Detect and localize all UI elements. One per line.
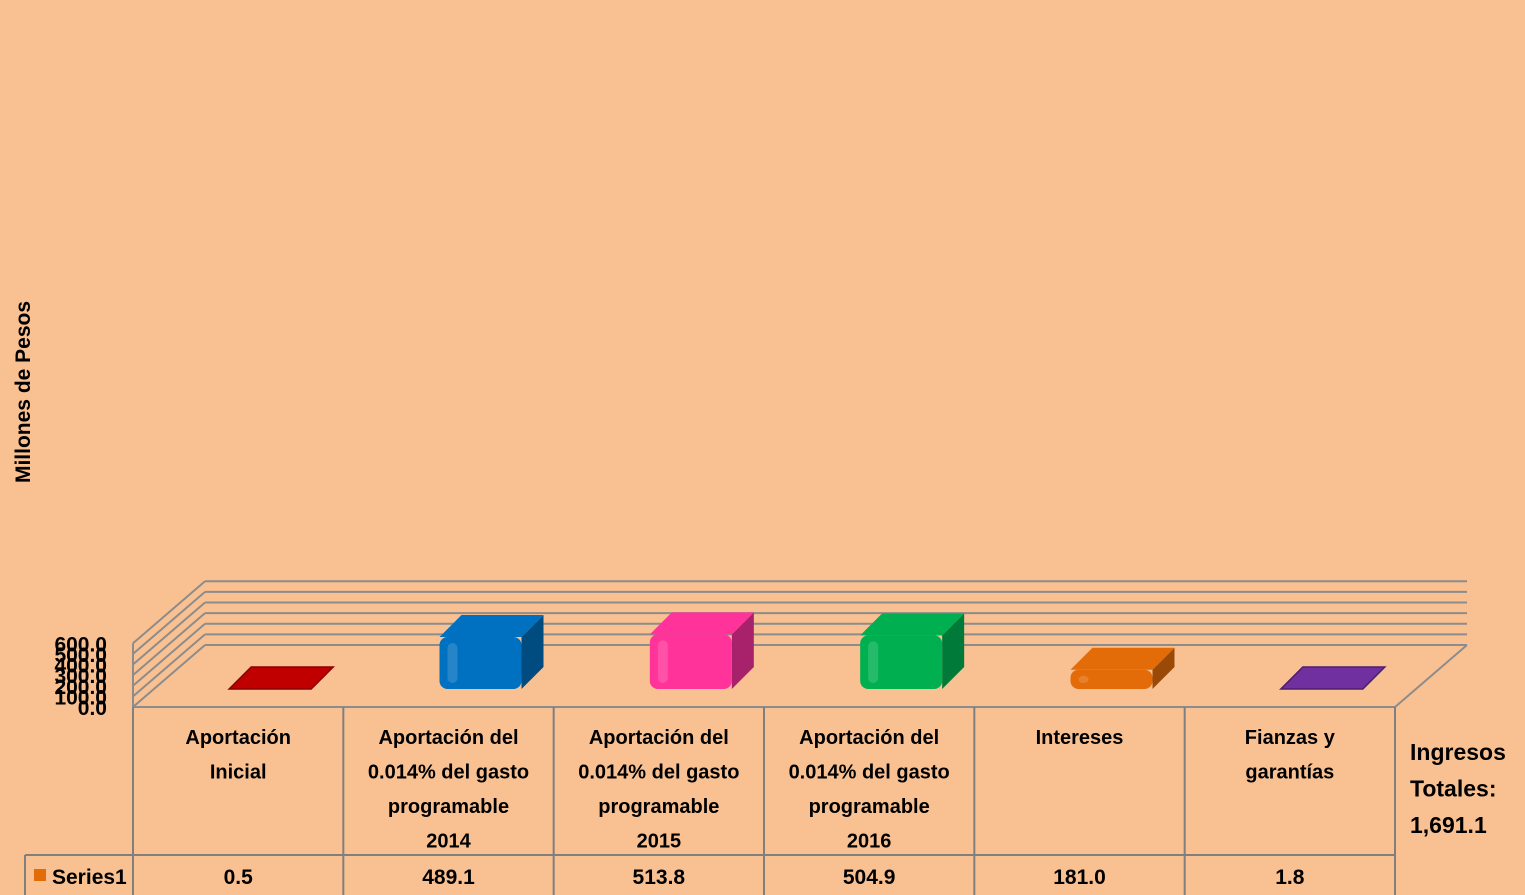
legend-series-name: Series1	[52, 866, 127, 889]
chart-grid	[133, 581, 1467, 707]
y-tick-label: 600.0	[54, 633, 107, 656]
category-label: 2016	[847, 831, 892, 853]
category-label: garantías	[1245, 762, 1334, 784]
bar-slab	[1281, 667, 1385, 689]
bar-highlight	[448, 643, 458, 683]
category-label: 2014	[426, 831, 471, 853]
bar-highlight	[868, 641, 878, 683]
category-label: Aportación del	[589, 727, 729, 749]
category-label: 0.014% del gasto	[368, 762, 529, 784]
data-label: 489.1	[422, 866, 475, 889]
category-label: programable	[388, 796, 509, 818]
category-label: programable	[598, 796, 719, 818]
data-label: 504.9	[843, 866, 896, 889]
bar	[860, 613, 964, 689]
category-label: Aportación	[185, 727, 291, 749]
data-table: Aportación Inicial 0.5 Aportación del 0.014%…	[25, 707, 1395, 895]
legend: Series1	[34, 866, 127, 889]
total-income-line: Totales:	[1410, 776, 1496, 802]
data-label: 1.8	[1275, 866, 1305, 889]
category-label: 0.014% del gasto	[578, 762, 739, 784]
bar	[440, 615, 544, 689]
category-label: 0.014% del gasto	[789, 762, 950, 784]
bar	[1071, 648, 1175, 689]
y-axis-title: Millones de Pesos	[12, 301, 35, 483]
bar-slab	[229, 667, 333, 689]
total-income-note: Ingresos Totales: 1,691.1	[1410, 739, 1506, 838]
bar	[650, 612, 754, 689]
data-label: 513.8	[633, 866, 686, 889]
bar-highlight	[1079, 676, 1089, 683]
data-label: 0.5	[224, 866, 254, 889]
total-income-line: Ingresos	[1410, 739, 1506, 765]
category-label: programable	[809, 796, 930, 818]
category-label: Aportación del	[799, 727, 939, 749]
category-label: Aportación del	[378, 727, 518, 749]
category-label: Fianzas y	[1245, 727, 1336, 749]
bar-highlight	[658, 640, 668, 683]
legend-marker	[34, 869, 46, 881]
bar	[229, 667, 333, 689]
data-label: 181.0	[1053, 866, 1106, 889]
category-label: Inicial	[210, 762, 267, 784]
floor-edge-right	[1395, 645, 1467, 707]
category-label: Intereses	[1036, 727, 1124, 749]
bar	[1281, 667, 1385, 689]
category-label: 2015	[637, 831, 682, 853]
total-income-line: 1,691.1	[1410, 812, 1487, 838]
